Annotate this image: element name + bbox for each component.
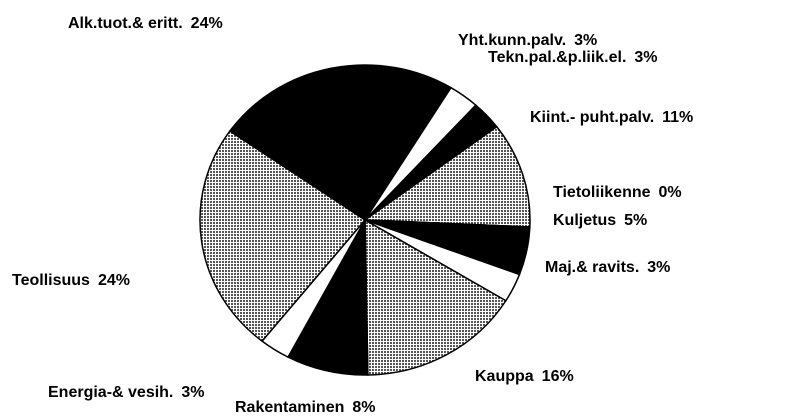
slice-label: Energia-& vesih. 3% xyxy=(48,384,205,401)
slice-label: Kuljetus 5% xyxy=(553,212,647,229)
pie-slice xyxy=(364,218,507,376)
slice-name: Kiint.- puht.palv. xyxy=(530,109,654,126)
slice-label: Rakentaminen 8% xyxy=(235,399,376,416)
slice-label: Tekn.pal.&p.liik.el. 3% xyxy=(488,49,658,66)
slice-label: Kiint.- puht.palv. 11% xyxy=(530,109,693,126)
slice-name: Alk.tuot.& eritt. xyxy=(68,15,183,32)
slice-name: Kauppa xyxy=(475,368,534,385)
slice-label: Yht.kunn.palv. 3% xyxy=(458,32,597,49)
slice-label: Alk.tuot.& eritt. 24% xyxy=(68,15,223,32)
slice-value: 3% xyxy=(647,259,670,276)
slice-value: 11% xyxy=(662,109,693,126)
slice-name: Rakentaminen xyxy=(235,399,344,416)
slice-value: 8% xyxy=(352,399,375,416)
slice-label: Kauppa 16% xyxy=(475,368,574,385)
pie-slice xyxy=(228,64,453,222)
slice-value: 3% xyxy=(181,384,204,401)
slice-value: 24% xyxy=(98,272,130,289)
slice-label: Maj.& ravits. 3% xyxy=(545,259,670,276)
slice-value: 3% xyxy=(574,32,597,49)
slice-label: Teollisuus 24% xyxy=(12,272,130,289)
slice-value: 24% xyxy=(191,15,223,32)
slice-name: Yht.kunn.palv. xyxy=(458,32,566,49)
slice-name: Maj.& ravits. xyxy=(545,259,639,276)
slice-name: Kuljetus xyxy=(553,212,616,229)
slice-value: 16% xyxy=(542,368,574,385)
slice-name: Teollisuus xyxy=(12,272,90,289)
slice-name: Tietoliikenne xyxy=(553,184,651,201)
pie-slice xyxy=(199,130,367,343)
slice-value: 0% xyxy=(659,184,682,201)
slice-value: 5% xyxy=(624,212,647,229)
slice-label: Tietoliikenne 0% xyxy=(553,184,682,201)
pie-slice xyxy=(362,125,531,228)
slice-name: Tekn.pal.&p.liik.el. xyxy=(488,49,626,66)
slice-value: 3% xyxy=(634,49,657,66)
slice-name: Energia-& vesih. xyxy=(48,384,173,401)
